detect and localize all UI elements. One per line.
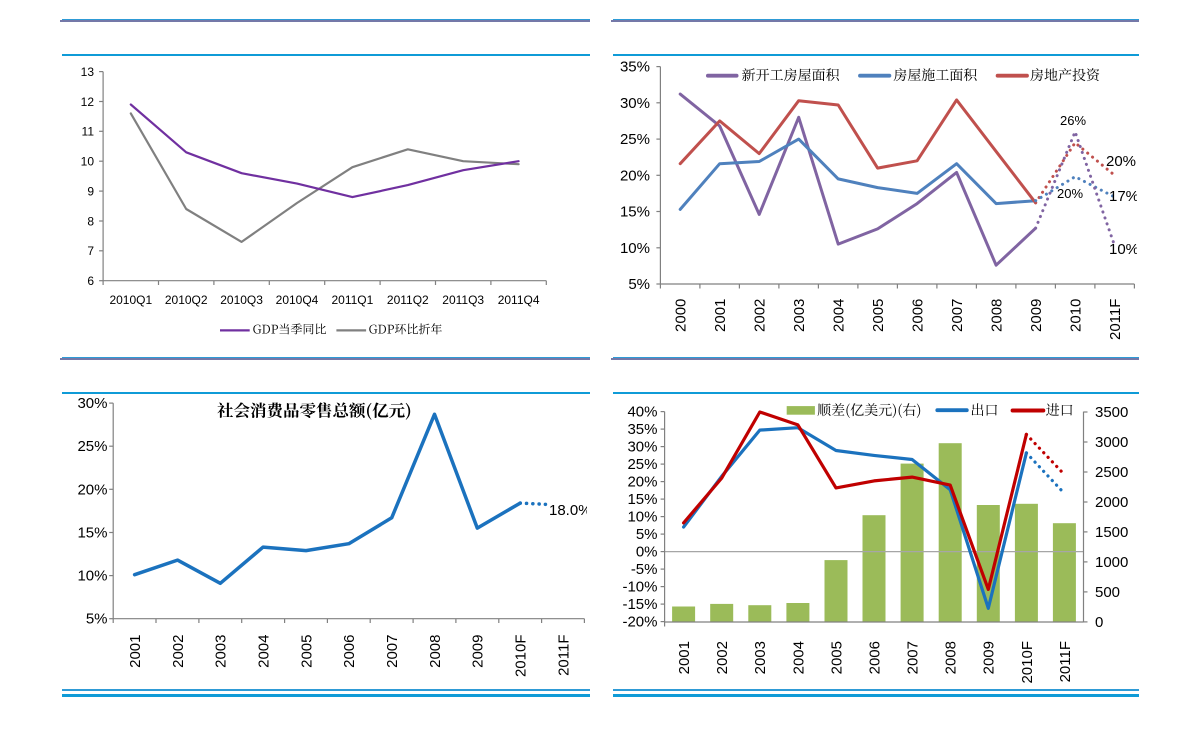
svg-text:9: 9 [87, 184, 94, 198]
svg-text:2009: 2009 [981, 641, 998, 674]
svg-text:2001: 2001 [712, 299, 729, 332]
svg-text:15%: 15% [627, 491, 657, 508]
svg-text:2007: 2007 [384, 635, 401, 668]
svg-text:2008: 2008 [427, 635, 444, 668]
svg-text:5%: 5% [86, 611, 108, 628]
svg-text:2005: 2005 [298, 635, 315, 668]
svg-text:2007: 2007 [949, 299, 966, 332]
svg-text:11: 11 [82, 125, 95, 139]
svg-text:2008: 2008 [943, 641, 960, 674]
svg-text:2010F: 2010F [1019, 641, 1036, 684]
svg-text:5%: 5% [628, 276, 650, 293]
svg-text:2003: 2003 [213, 635, 230, 668]
svg-text:2011Q1: 2011Q1 [331, 293, 373, 307]
svg-text:500: 500 [1095, 584, 1120, 601]
svg-text:20%: 20% [1106, 153, 1136, 170]
svg-text:2005: 2005 [870, 299, 887, 332]
svg-text:2011F: 2011F [1107, 299, 1124, 340]
svg-text:2003: 2003 [752, 641, 769, 674]
svg-text:-10%: -10% [622, 579, 657, 596]
svg-text:2003: 2003 [791, 299, 808, 332]
svg-text:3000: 3000 [1095, 434, 1128, 451]
svg-text:2002: 2002 [752, 299, 769, 332]
svg-text:2500: 2500 [1095, 464, 1128, 481]
svg-text:2004: 2004 [790, 641, 807, 674]
svg-text:8: 8 [87, 214, 94, 228]
svg-text:1500: 1500 [1095, 524, 1128, 541]
svg-text:25%: 25% [627, 456, 657, 473]
svg-text:1000: 1000 [1095, 554, 1128, 571]
svg-text:2000: 2000 [1095, 494, 1128, 511]
svg-text:2009: 2009 [1028, 299, 1045, 332]
svg-text:25%: 25% [77, 438, 107, 455]
svg-text:35%: 35% [627, 421, 657, 438]
svg-text:26%: 26% [1060, 113, 1086, 128]
svg-text:17%: 17% [1109, 188, 1137, 205]
svg-text:2004: 2004 [831, 299, 848, 332]
svg-text:0%: 0% [636, 544, 658, 561]
svg-text:15%: 15% [620, 204, 650, 221]
svg-text:-20%: -20% [622, 614, 657, 631]
svg-text:2011F: 2011F [1057, 641, 1074, 682]
svg-text:20%: 20% [627, 474, 657, 491]
svg-text:20%: 20% [1057, 186, 1083, 201]
svg-text:20%: 20% [620, 167, 650, 184]
svg-text:2007: 2007 [905, 641, 922, 674]
svg-text:25%: 25% [620, 131, 650, 148]
svg-text:10%: 10% [620, 240, 650, 257]
svg-text:15%: 15% [77, 524, 107, 541]
svg-text:2011F: 2011F [555, 635, 572, 676]
svg-text:0: 0 [1095, 614, 1103, 631]
svg-text:10: 10 [81, 155, 95, 169]
svg-text:40%: 40% [627, 404, 657, 421]
svg-text:30%: 30% [77, 395, 107, 412]
svg-text:6: 6 [87, 274, 94, 288]
svg-text:2005: 2005 [828, 641, 845, 674]
svg-text:2008: 2008 [989, 299, 1006, 332]
svg-text:10%: 10% [627, 509, 657, 526]
svg-text:2010F: 2010F [513, 635, 530, 678]
svg-text:30%: 30% [627, 439, 657, 456]
svg-text:2010: 2010 [1068, 299, 1085, 332]
svg-text:2011Q3: 2011Q3 [442, 293, 484, 307]
svg-text:20%: 20% [77, 481, 107, 498]
svg-text:35%: 35% [620, 59, 650, 76]
svg-text:2001: 2001 [676, 641, 693, 674]
svg-text:2010Q1: 2010Q1 [109, 293, 152, 307]
svg-text:2004: 2004 [256, 635, 273, 668]
svg-text:2011Q4: 2011Q4 [498, 293, 540, 307]
svg-text:2002: 2002 [714, 641, 731, 674]
svg-text:2010Q2: 2010Q2 [165, 293, 208, 307]
svg-text:-15%: -15% [622, 596, 657, 613]
svg-text:2009: 2009 [470, 635, 487, 668]
svg-text:30%: 30% [620, 95, 650, 112]
svg-text:2006: 2006 [866, 641, 883, 674]
svg-text:12: 12 [81, 95, 95, 109]
svg-text:2006: 2006 [341, 635, 358, 668]
svg-text:2002: 2002 [170, 635, 187, 668]
svg-text:7: 7 [87, 244, 94, 258]
svg-text:10%: 10% [77, 568, 107, 585]
svg-text:2010Q3: 2010Q3 [220, 293, 263, 307]
svg-text:-5%: -5% [631, 561, 658, 578]
svg-text:10%: 10% [1109, 241, 1137, 258]
svg-text:5%: 5% [636, 526, 658, 543]
svg-text:2001: 2001 [127, 635, 144, 668]
svg-text:2000: 2000 [673, 299, 690, 332]
svg-text:13: 13 [81, 65, 95, 79]
svg-text:2010Q4: 2010Q4 [276, 293, 319, 307]
svg-text:2011Q2: 2011Q2 [387, 293, 429, 307]
svg-text:3500: 3500 [1095, 404, 1128, 421]
svg-text:2006: 2006 [910, 299, 927, 332]
svg-text:18.0%: 18.0% [549, 502, 587, 519]
